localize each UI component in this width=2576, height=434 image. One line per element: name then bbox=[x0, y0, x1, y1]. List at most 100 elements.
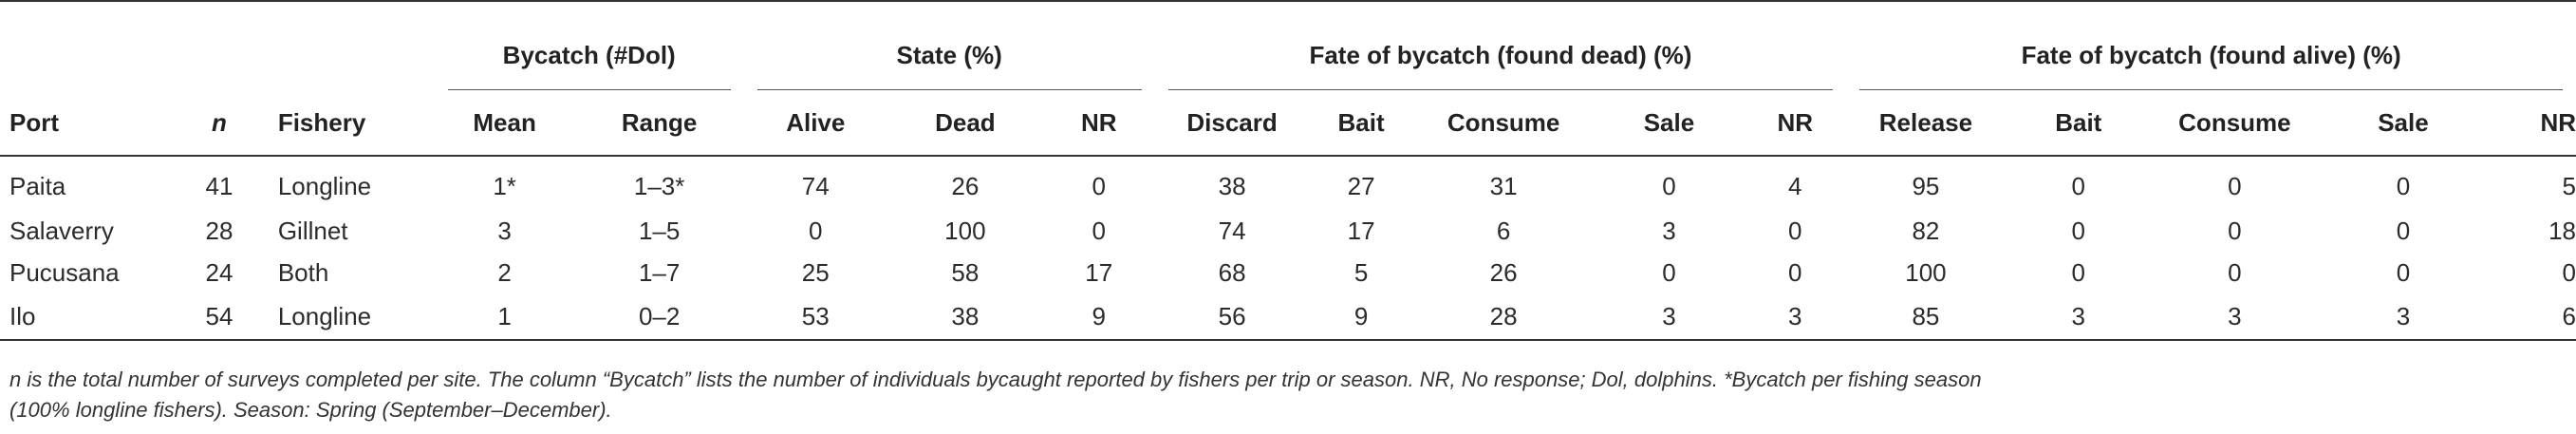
table-cell: 3 bbox=[1594, 210, 1745, 252]
table-cell: 1 bbox=[434, 293, 575, 341]
table-cell: 0 bbox=[1744, 210, 1847, 252]
bycatch-table: Bycatch (#Dol) State (%) Fate of bycatch… bbox=[0, 0, 2576, 341]
group-header-state: State (%) bbox=[743, 0, 1155, 90]
table-footnote: n is the total number of surveys complet… bbox=[9, 365, 2563, 425]
table-cell: 5 bbox=[2489, 156, 2576, 210]
table-cell: 38 bbox=[1154, 156, 1310, 210]
table-cell: 3 bbox=[1744, 293, 1847, 341]
col-header-nr: NR bbox=[1042, 90, 1155, 157]
col-header-bait: Bait bbox=[1309, 90, 1413, 157]
col-header-discard: Discard bbox=[1154, 90, 1310, 157]
table-cell: 38 bbox=[887, 293, 1043, 341]
group-header-fate-alive: Fate of bycatch (found alive) (%) bbox=[1846, 0, 2576, 90]
table-cell: 26 bbox=[887, 156, 1043, 210]
table-cell: 74 bbox=[743, 156, 887, 210]
table-row: Pucusana 24 Both 2 1–7 25 58 17 68 5 26 0 0 100 0 0 0 0 bbox=[0, 252, 2576, 293]
table-cell: 0–2 bbox=[574, 293, 744, 341]
table-cell: 3 bbox=[1594, 293, 1745, 341]
table-cell: 25 bbox=[743, 252, 887, 293]
col-header-range: Range bbox=[574, 90, 744, 157]
table-cell: 18 bbox=[2489, 210, 2576, 252]
group-header-row: Bycatch (#Dol) State (%) Fate of bycatch… bbox=[0, 0, 2576, 90]
footnote-line: (100% longline fishers). Season: Spring … bbox=[9, 398, 612, 422]
group-header-bycatch: Bycatch (#Dol) bbox=[434, 0, 744, 90]
table-cell: 0 bbox=[2005, 156, 2152, 210]
table-row: Ilo 54 Longline 1 0–2 53 38 9 56 9 28 3 3 85 3 3 3 6 bbox=[0, 293, 2576, 341]
table-cell: 0 bbox=[2151, 210, 2318, 252]
table-cell: 3 bbox=[2317, 293, 2490, 341]
table-cell: 28 bbox=[170, 210, 269, 252]
col-header-sale: Sale bbox=[1594, 90, 1745, 157]
table-cell: 0 bbox=[2151, 156, 2318, 210]
table-cell: 54 bbox=[170, 293, 269, 341]
table-cell: 100 bbox=[887, 210, 1043, 252]
table-cell: 24 bbox=[170, 252, 269, 293]
col-header-mean: Mean bbox=[434, 90, 575, 157]
table-cell: Pucusana bbox=[0, 252, 171, 293]
table-cell: 0 bbox=[1744, 252, 1847, 293]
table-cell: 0 bbox=[2489, 252, 2576, 293]
col-header-sale: Sale bbox=[2317, 90, 2490, 157]
group-header-empty bbox=[0, 0, 435, 90]
table-cell: 74 bbox=[1154, 210, 1310, 252]
table-cell: 4 bbox=[1744, 156, 1847, 210]
table-cell: 3 bbox=[434, 210, 575, 252]
table-cell: 0 bbox=[1594, 156, 1745, 210]
col-header-nr: NR bbox=[2489, 90, 2576, 157]
table-cell: 82 bbox=[1846, 210, 2006, 252]
table-cell: 56 bbox=[1154, 293, 1310, 341]
table-cell: 0 bbox=[2005, 252, 2152, 293]
table-cell: Paita bbox=[0, 156, 171, 210]
column-header-row: Port n Fishery Mean Range Alive Dead NR … bbox=[0, 90, 2576, 157]
table-cell: 9 bbox=[1309, 293, 1413, 341]
table-cell: 95 bbox=[1846, 156, 2006, 210]
table-cell: 26 bbox=[1412, 252, 1595, 293]
table-cell: 5 bbox=[1309, 252, 1413, 293]
table-cell: 1* bbox=[434, 156, 575, 210]
table-cell: Gillnet bbox=[268, 210, 435, 252]
table-cell: 6 bbox=[1412, 210, 1595, 252]
table-cell: 3 bbox=[2151, 293, 2318, 341]
table-cell: 31 bbox=[1412, 156, 1595, 210]
col-header-dead: Dead bbox=[887, 90, 1043, 157]
table-cell: 0 bbox=[2317, 252, 2490, 293]
col-header-release: Release bbox=[1846, 90, 2006, 157]
table-body: Paita 41 Longline 1* 1–3* 74 26 0 38 27 31 0 4 95 0 0 0 5… bbox=[0, 156, 2576, 341]
col-header-port: Port bbox=[0, 90, 171, 157]
table-cell: 3 bbox=[2005, 293, 2152, 341]
col-header-alive: Alive bbox=[743, 90, 887, 157]
table-cell: Ilo bbox=[0, 293, 171, 341]
table-cell: 0 bbox=[1594, 252, 1745, 293]
table-cell: 58 bbox=[887, 252, 1043, 293]
table-row: Salaverry 28 Gillnet 3 1–5 0 100 0 74 17 6 3 0 82 0 0 0 1… bbox=[0, 210, 2576, 252]
table-cell: 6 bbox=[2489, 293, 2576, 341]
table-cell: 0 bbox=[2151, 252, 2318, 293]
table-cell: 0 bbox=[1042, 156, 1155, 210]
table-cell: Longline bbox=[268, 156, 435, 210]
table-cell: 0 bbox=[2317, 156, 2490, 210]
col-header-bait: Bait bbox=[2005, 90, 2152, 157]
col-header-consume: Consume bbox=[2151, 90, 2318, 157]
table-cell: 68 bbox=[1154, 252, 1310, 293]
table-cell: Longline bbox=[268, 293, 435, 341]
table-cell: 41 bbox=[170, 156, 269, 210]
col-header-fishery: Fishery bbox=[268, 90, 435, 157]
table-cell: 1–5 bbox=[574, 210, 744, 252]
table-cell: 85 bbox=[1846, 293, 2006, 341]
table-cell: 27 bbox=[1309, 156, 1413, 210]
group-header-fate-dead: Fate of bycatch (found dead) (%) bbox=[1154, 0, 1847, 90]
table-cell: Salaverry bbox=[0, 210, 171, 252]
table-cell: Both bbox=[268, 252, 435, 293]
table-cell: 0 bbox=[2317, 210, 2490, 252]
table-cell: 0 bbox=[2005, 210, 2152, 252]
table-cell: 2 bbox=[434, 252, 575, 293]
table-cell: 28 bbox=[1412, 293, 1595, 341]
table-cell: 9 bbox=[1042, 293, 1155, 341]
table-cell: 1–3* bbox=[574, 156, 744, 210]
col-header-nr: NR bbox=[1744, 90, 1847, 157]
footnote-line: n is the total number of surveys complet… bbox=[9, 368, 1982, 391]
col-header-n: n bbox=[170, 90, 269, 157]
table-cell: 0 bbox=[743, 210, 887, 252]
table-cell: 0 bbox=[1042, 210, 1155, 252]
